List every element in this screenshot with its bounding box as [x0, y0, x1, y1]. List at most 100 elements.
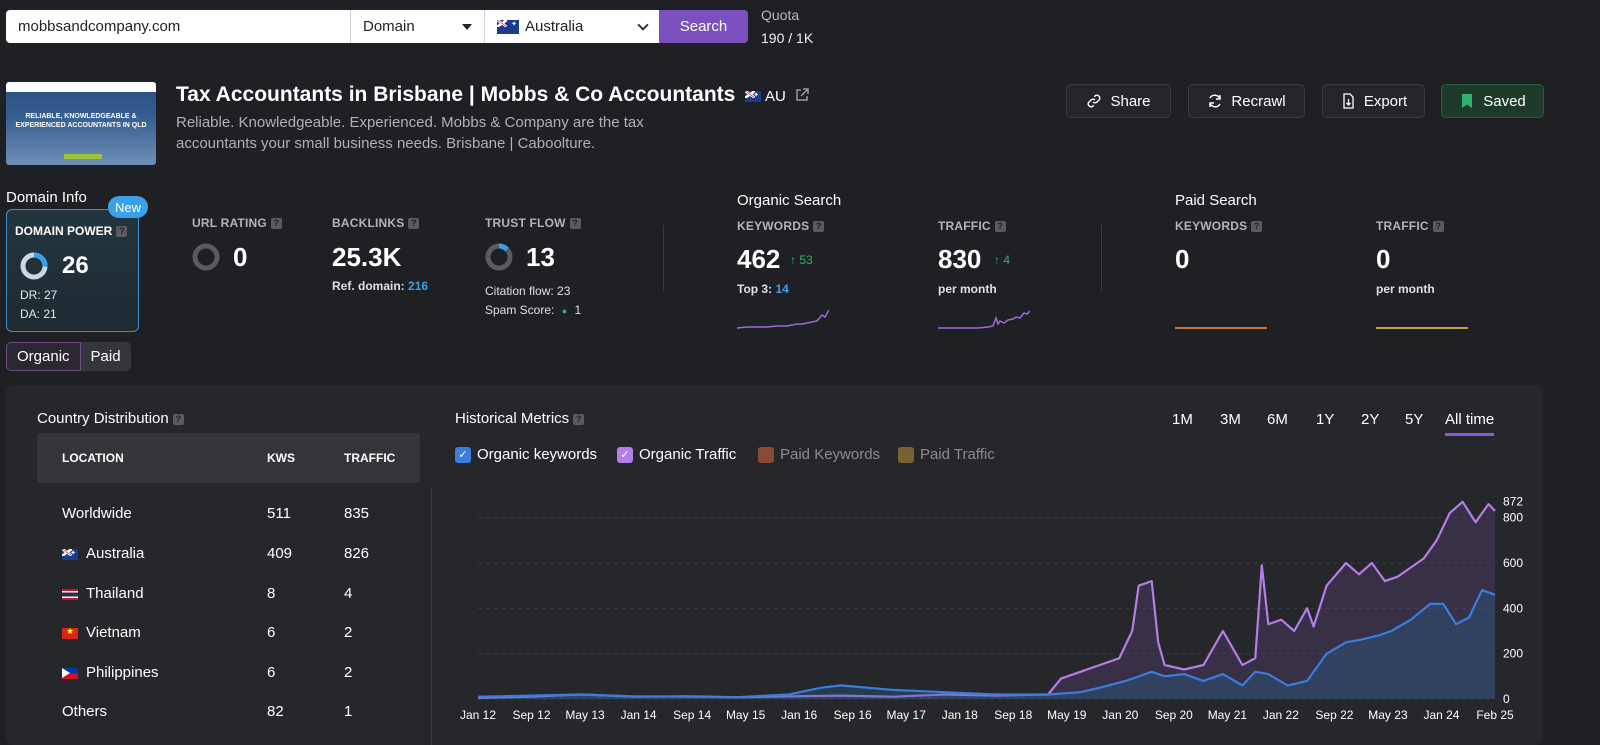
x-tick-label: Sep 18 — [994, 708, 1032, 722]
help-icon[interactable]: ? — [116, 226, 128, 238]
country-select[interactable]: Australia — [484, 10, 659, 43]
divider — [1101, 225, 1102, 291]
organic-traffic-sparkline — [938, 310, 1030, 329]
refresh-icon — [1209, 94, 1222, 108]
range-6m[interactable]: 6M — [1267, 411, 1288, 428]
table-row-location[interactable]: Others — [62, 703, 108, 720]
paid-toggle[interactable]: Paid — [80, 342, 131, 371]
search-button[interactable]: Search — [659, 10, 748, 43]
site-country: AU — [745, 88, 786, 105]
help-icon[interactable]: ? — [573, 413, 585, 425]
url-rating-ring — [192, 243, 220, 271]
url-rating-value: 0 — [233, 242, 248, 272]
range-2y[interactable]: 2Y — [1361, 411, 1380, 428]
table-row-traffic: 4 — [344, 585, 353, 602]
export-label: Export — [1363, 92, 1408, 110]
export-button[interactable]: Export — [1322, 84, 1425, 118]
table-row-location[interactable]: Australia — [62, 545, 144, 562]
organic-traffic-delta: ↑ 4 — [994, 253, 1011, 267]
paid-traffic-value: 0 — [1376, 244, 1391, 274]
legend-organic-keywords[interactable]: ✓ Organic keywords — [455, 446, 597, 463]
col-location[interactable]: LOCATION — [62, 451, 124, 465]
range-all-time[interactable]: All time — [1445, 411, 1495, 436]
table-row-location[interactable]: Thailand — [62, 585, 144, 602]
trust-flow-ring — [485, 243, 513, 271]
range-3m[interactable]: 3M — [1220, 411, 1241, 428]
y-tick-label: 200 — [1503, 647, 1523, 661]
table-row-location[interactable]: Vietnam — [62, 624, 141, 641]
url-rating-label: URL RATING? — [192, 216, 282, 230]
divider — [663, 225, 664, 291]
paid-search-title: Paid Search — [1175, 192, 1257, 209]
search-mode-value: Domain — [363, 18, 415, 35]
australia-flag-icon — [497, 20, 519, 35]
table-row-traffic: 1 — [344, 703, 353, 720]
organic-keywords-value: 462 — [737, 244, 781, 274]
col-kws[interactable]: KWS — [267, 451, 295, 465]
range-1m[interactable]: 1M — [1172, 411, 1193, 428]
paid-keywords-label: KEYWORDS? — [1175, 219, 1263, 233]
col-traffic[interactable]: TRAFFIC — [344, 451, 396, 465]
checkbox-checked-icon: ✓ — [617, 446, 633, 463]
checkbox-unchecked-icon — [898, 446, 914, 463]
help-icon[interactable]: ? — [172, 413, 184, 425]
table-row-kws: 511 — [267, 505, 291, 522]
caret-down-icon — [462, 23, 472, 30]
legend-paid-keywords[interactable]: Paid Keywords — [758, 446, 880, 463]
historical-metrics-chart[interactable]: 0 200 400 600 800 872 Jan 12 Sep 12 May 13 Jan 14… — [435, 475, 1600, 745]
saved-button[interactable]: Saved — [1441, 84, 1544, 118]
dr-value: DR: 27 — [20, 288, 58, 302]
paid-traffic-sparkline — [1376, 327, 1468, 329]
table-row-traffic: 835 — [344, 505, 370, 522]
x-tick-label: May 21 — [1208, 708, 1248, 722]
help-icon[interactable]: ? — [569, 218, 581, 230]
organic-keywords-delta: ↑ 53 — [790, 253, 813, 267]
range-5y[interactable]: 5Y — [1405, 411, 1424, 428]
table-row-location[interactable]: Worldwide — [62, 505, 132, 522]
series-line-organic-keywords — [477, 589, 1496, 699]
search-mode-select[interactable]: Domain — [350, 10, 484, 43]
legend-paid-traffic[interactable]: Paid Traffic — [898, 446, 995, 463]
series-line-organic-traffic — [477, 500, 1496, 699]
table-row-kws: 82 — [267, 703, 284, 720]
help-icon[interactable]: ? — [408, 218, 420, 230]
share-label: Share — [1110, 92, 1151, 110]
vietnam-flag-icon — [62, 627, 78, 639]
table-row-traffic: 2 — [344, 624, 353, 641]
x-tick-label: Feb 25 — [1476, 708, 1514, 722]
spam-dot-icon: ● — [561, 306, 568, 316]
organic-search-title: Organic Search — [737, 192, 842, 209]
x-tick-label: Jan 24 — [1423, 708, 1459, 722]
legend-organic-traffic[interactable]: ✓ Organic Traffic — [617, 446, 736, 463]
help-icon[interactable]: ? — [1251, 221, 1263, 233]
x-tick-label: Jan 14 — [621, 708, 657, 722]
x-tick-label: Jan 12 — [460, 708, 496, 722]
bookmark-icon — [1462, 94, 1473, 108]
x-tick-label: May 15 — [726, 708, 766, 722]
help-icon[interactable]: ? — [813, 221, 825, 233]
y-max-label: 872 — [1503, 494, 1523, 508]
help-icon[interactable]: ? — [994, 221, 1006, 233]
da-value: DA: 21 — [20, 307, 57, 321]
external-link-icon[interactable] — [795, 88, 809, 102]
help-icon[interactable]: ? — [270, 218, 282, 230]
site-title: Tax Accountants in Brisbane | Mobbs & Co… — [176, 83, 736, 106]
help-icon[interactable]: ? — [1432, 221, 1444, 233]
ref-domain-value[interactable]: 216 — [408, 279, 429, 293]
recrawl-button[interactable]: Recrawl — [1188, 84, 1305, 118]
trust-flow-value: 13 — [526, 242, 555, 272]
domain-search-input[interactable] — [6, 10, 350, 43]
x-tick-label: Jan 22 — [1263, 708, 1299, 722]
organic-keywords-sparkline — [737, 309, 829, 329]
x-tick-label: Sep 22 — [1315, 708, 1353, 722]
x-tick-label: Sep 14 — [673, 708, 711, 722]
table-row-location[interactable]: Philippines — [62, 664, 159, 681]
site-thumbnail[interactable]: RELIABLE, KNOWLEDGEABLE & EXPERIENCED AC… — [6, 82, 156, 165]
x-tick-label: Sep 12 — [513, 708, 551, 722]
range-1y[interactable]: 1Y — [1316, 411, 1335, 428]
x-tick-label: May 19 — [1047, 708, 1087, 722]
share-button[interactable]: Share — [1066, 84, 1171, 118]
organic-toggle[interactable]: Organic — [6, 342, 81, 371]
y-tick-label: 400 — [1503, 601, 1523, 615]
organic-traffic-value: 830 — [938, 244, 982, 274]
